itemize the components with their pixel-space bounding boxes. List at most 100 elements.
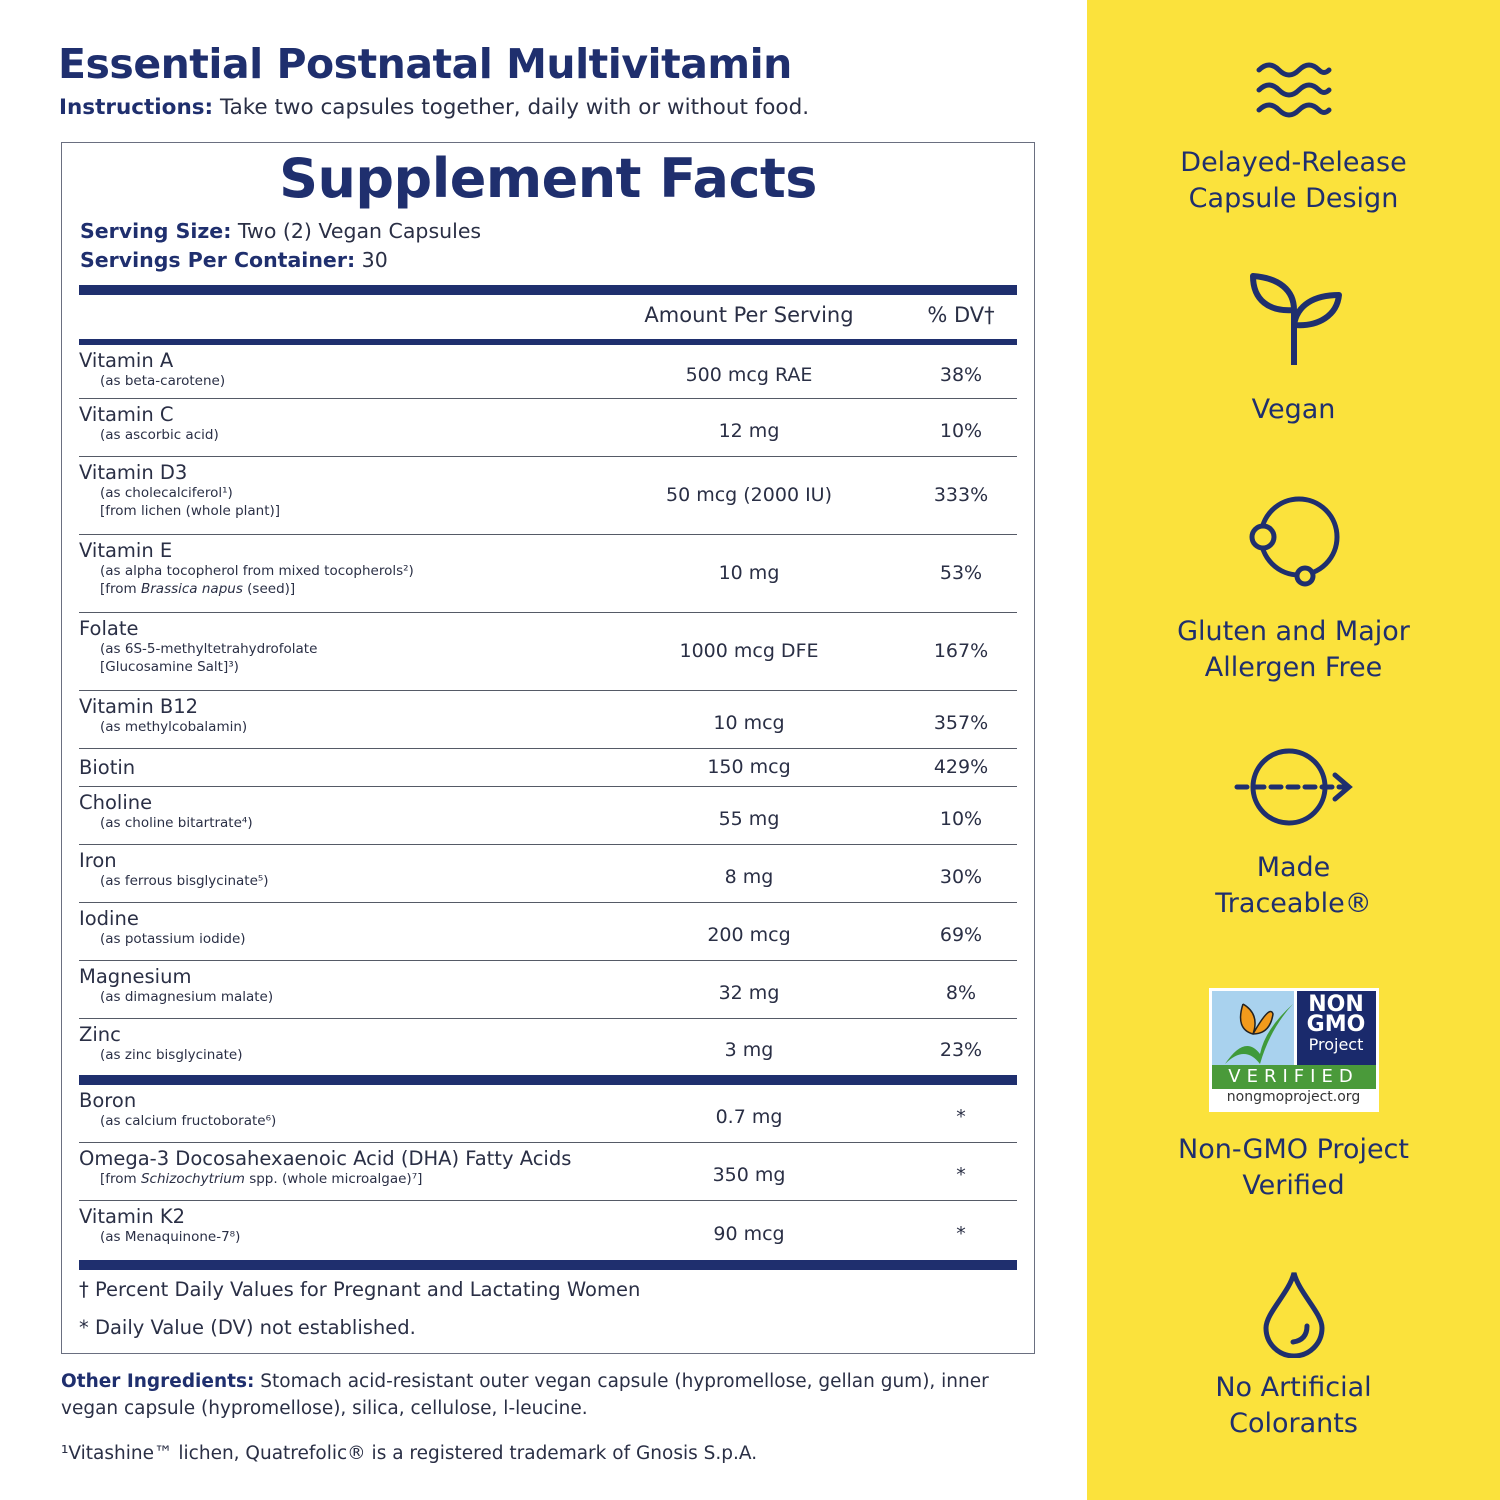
nutrient-source: (as ascorbic acid) [79,426,219,444]
nutrient-source: (as 6S-5-methyltetrahydrofolate [79,640,317,658]
nutrient-name: Magnesium (as dimagnesium malate) [79,965,273,1006]
nutrient-label: Zinc [79,1023,121,1046]
nutrient-row: Vitamin B12 (as methylcobalamin) 10 mcg 357… [79,691,1017,749]
source-text: (as 6S-5-methyltetrahydrofolate [100,641,318,657]
amount-per-serving: 10 mcg [713,712,785,734]
source-text: (as alpha tocopherol from mixed tocopher… [100,563,414,579]
daily-value: 30% [939,866,983,888]
nutrient-source: [from Schizochytrium spp. (whole microal… [79,1170,571,1188]
nutrient-source: (as cholecalciferol¹) [79,484,280,502]
nutrient-label: Folate [79,617,139,640]
feature-label: No Artificial Colorants [1215,1372,1372,1439]
nutrient-label: Iodine [79,907,139,930]
footnote-dv: † Percent Daily Values for Pregnant and … [79,1278,641,1301]
feature-no-colorants: No Artificial Colorants [1087,1268,1500,1442]
source-text: spp. (whole microalgae)⁷] [244,1171,423,1187]
amount-per-serving: 90 mcg [713,1222,785,1245]
nutrient-source: (as dimagnesium malate) [79,988,273,1006]
droplet-icon [1262,1272,1325,1358]
source-text: (as Menaquinone-7⁸) [100,1229,241,1245]
nutrient-label: Vitamin A [79,349,174,372]
amount-per-serving: 8 mg [724,866,774,888]
amount-per-serving: 500 mcg RAE [685,364,813,386]
nutrient-source: [Glucosamine Salt]³) [79,658,317,676]
nutrient-source: (as calcium fructoborate⁶) [79,1112,276,1130]
nutrient-name: Vitamin E (as alpha tocopherol from mixed… [79,539,414,598]
amount-per-serving: 12 mg [718,420,780,442]
daily-value: 38% [939,364,983,386]
nutrient-label: Vitamin E [79,539,173,562]
amount-per-serving: 3 mg [724,1039,774,1061]
source-text: (as cholecalciferol¹) [100,485,233,501]
nutrient-label: Boron [79,1089,137,1112]
trademark-note: ¹Vitashine™ lichen, Quatrefolic® is a re… [61,1443,758,1464]
source-text: (as choline bitartrate⁴) [100,815,253,831]
nutrient-label: Biotin [79,756,136,779]
badge-gmo: GMO [1306,1012,1366,1037]
nutrient-label: Vitamin C [79,403,174,426]
divider-thick [79,1260,1017,1270]
feature-label: Made Traceable® [1215,852,1372,919]
nutrient-row: Choline (as choline bitartrate⁴) 55 mg 10% [79,787,1017,845]
nutrient-label: Vitamin B12 [79,695,199,718]
nutrient-name: Omega-3 Docosahexaenoic Acid (DHA) Fatty… [79,1147,571,1188]
column-header-dv: % DV† [927,303,995,327]
nutrient-row: Iron (as ferrous bisglycinate⁵) 8 mg 30% [79,845,1017,903]
nutrient-row: Vitamin D3 (as cholecalciferol¹) [from lic… [79,457,1017,535]
daily-value: 8% [945,982,977,1004]
daily-value: * [956,1222,966,1245]
feature-allergen-free: Gluten and Major Allergen Free [1087,492,1500,686]
nutrient-source: (as zinc bisglycinate) [79,1046,243,1064]
nutrient-row: Vitamin A (as beta-carotene) 500 mcg RAE 38… [79,345,1017,399]
source-text: (as zinc bisglycinate) [100,1047,243,1063]
sprout-icon [1249,273,1342,365]
amount-per-serving: 50 mcg (2000 IU) [666,484,832,506]
nutrient-name: Zinc (as zinc bisglycinate) [79,1023,243,1064]
amount-per-serving: 0.7 mg [715,1106,783,1128]
source-text: (as ascorbic acid) [100,427,219,443]
nutrient-name: Vitamin C (as ascorbic acid) [79,403,219,444]
features-panel: Delayed-Release Capsule Design Vegan Glu… [1087,0,1500,1500]
nutrient-name: Iodine (as potassium iodide) [79,907,246,948]
nutrient-label: Omega-3 Docosahexaenoic Acid (DHA) Fatty… [79,1147,572,1170]
trace-arrow-icon [1234,748,1353,826]
amount-per-serving: 1000 mcg DFE [679,640,819,662]
nutrient-row: Folate (as 6S-5-methyltetrahydrofolate [Gl… [79,613,1017,691]
nutrient-source: (as beta-carotene) [79,372,225,390]
badge-project: Project [1308,1035,1364,1054]
footnote-not-established: * Daily Value (DV) not established. [79,1316,416,1339]
feature-label: Vegan [1251,394,1336,425]
daily-value: 333% [933,484,989,506]
feature-label: Gluten and Major Allergen Free [1177,616,1410,683]
divider-medium [79,339,1017,345]
instructions-label: Instructions: [59,95,214,120]
molecule-icon [1249,496,1339,587]
nutrient-source: (as alpha tocopherol from mixed tocopher… [79,562,414,580]
source-text: (as ferrous bisglycinate⁵) [100,873,269,889]
source-text: (as calcium fructoborate⁶) [100,1113,277,1129]
source-text: [from [100,1171,141,1187]
nutrient-row: Magnesium (as dimagnesium malate) 32 mg 8% [79,961,1017,1019]
nutrient-label: Magnesium [79,965,192,988]
nutrient-name: Vitamin B12 (as methylcobalamin) [79,695,247,736]
non-gmo-badge: NON GMO Project VERIFIED nongmoproject.o… [1208,988,1379,1112]
daily-value: 53% [939,562,983,584]
amount-per-serving: 200 mcg [707,924,791,946]
amount-per-serving: 55 mg [718,808,780,830]
nutrient-source: (as Menaquinone-7⁸) [79,1228,240,1246]
supplement-facts-panel: Supplement Facts Serving Size: Two (2) V… [61,142,1035,1354]
daily-value: 69% [939,924,983,946]
waves-icon [1256,62,1331,118]
nutrient-source: (as choline bitartrate⁴) [79,814,253,832]
nutrient-row: Iodine (as potassium iodide) 200 mcg 69% [79,903,1017,961]
amount-per-serving: 10 mg [718,562,780,584]
feature-non-gmo: NON GMO Project VERIFIED nongmoproject.o… [1087,988,1500,1204]
nutrient-name: Vitamin D3 (as cholecalciferol¹) [from lic… [79,461,280,520]
source-text: (as beta-carotene) [100,373,226,389]
serving-size-value: Two (2) Vegan Capsules [231,219,482,243]
badge-url: nongmoproject.org [1226,1089,1361,1105]
serving-size: Serving Size: Two (2) Vegan Capsules [80,219,481,243]
daily-value: 357% [933,712,989,734]
source-text: (as methylcobalamin) [100,719,248,735]
source-text: [from lichen (whole plant)] [100,503,281,519]
